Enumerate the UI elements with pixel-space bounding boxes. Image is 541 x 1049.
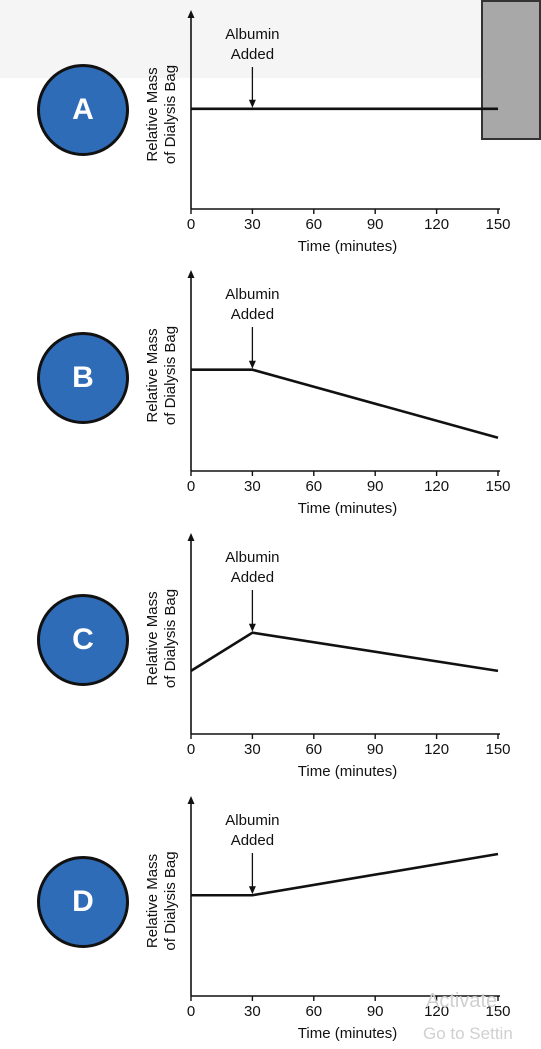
data-line [191, 852, 499, 897]
y-axis-label-line: of Dialysis Bag [162, 65, 179, 164]
x-tick-label: 120 [424, 478, 449, 495]
y-axis-label-line: Relative Mass [144, 67, 161, 161]
chart-panel-d: 0 30 60 90 120 150 Time (minutes) Relative Mass… [144, 796, 511, 1042]
y-axis-label: Relative Massof Dialysis Bag [144, 65, 179, 164]
x-tick-label: 150 [485, 741, 510, 758]
x-tick-label: 0 [187, 478, 195, 495]
y-axis-label-line: of Dialysis Bag [162, 851, 179, 950]
x-tick-label: 30 [244, 216, 261, 233]
x-tick-label: 60 [305, 216, 322, 233]
y-axis-label-line: Relative Mass [144, 328, 161, 422]
annotation-arrowhead [248, 99, 256, 108]
x-axis-label: Time (minutes) [298, 238, 397, 255]
x-tick-label: 150 [485, 478, 510, 495]
annotation-text: Albumin [225, 812, 279, 829]
x-tick-label: 0 [187, 741, 195, 758]
y-axis-label-line: Relative Mass [144, 854, 161, 948]
panel-badge-d: D [37, 856, 129, 948]
x-tick-label: 60 [305, 741, 322, 758]
annotation-text: Albumin [225, 549, 279, 566]
chart-panel-c: 0 30 60 90 120 150 Time (minutes) Relative Mass… [144, 533, 511, 780]
x-axis-label: Time (minutes) [298, 763, 397, 780]
panel-badge-c: C [37, 594, 129, 686]
x-tick-label: 90 [367, 216, 384, 233]
annotation-text: Albumin [225, 26, 279, 43]
x-tick-label: 60 [305, 478, 322, 495]
x-tick-label: 30 [244, 1003, 261, 1020]
grey-box-graphic [481, 0, 541, 140]
chart-panel-a: 0 30 60 90 120 150 Time (minutes) Relative Mass… [144, 10, 511, 255]
x-tick-label: 0 [187, 1003, 195, 1020]
panel-badge-b: B [37, 332, 129, 424]
x-tick-label: 0 [187, 216, 195, 233]
annotation-text: Added [231, 46, 274, 63]
annotation-text: Added [231, 306, 274, 323]
y-axis-arrow [187, 270, 195, 278]
watermark-line-2: Go to Settin [423, 1024, 513, 1043]
annotation-arrowhead [248, 360, 256, 369]
y-axis-label: Relative Massof Dialysis Bag [144, 851, 179, 950]
x-axis-label: Time (minutes) [298, 500, 397, 517]
x-tick-label: 120 [424, 741, 449, 758]
y-axis-arrow [187, 796, 195, 804]
x-tick-label: 150 [485, 1003, 510, 1020]
x-tick-label: 120 [424, 1003, 449, 1020]
annotation-arrowhead [248, 623, 256, 632]
y-axis-label-line: of Dialysis Bag [162, 326, 179, 425]
annotation-arrowhead [248, 886, 256, 895]
annotation-text: Added [231, 569, 274, 586]
x-axis-label: Time (minutes) [298, 1025, 397, 1042]
x-tick-label: 90 [367, 1003, 384, 1020]
y-axis-label: Relative Massof Dialysis Bag [144, 589, 179, 688]
x-tick-label: 90 [367, 478, 384, 495]
x-tick-label: 60 [305, 1003, 322, 1020]
y-axis-arrow [187, 533, 195, 541]
y-axis-arrow [187, 10, 195, 18]
annotation-text: Albumin [225, 286, 279, 303]
x-tick-label: 150 [485, 216, 510, 233]
watermark-line-1: Activate [426, 990, 498, 1012]
x-tick-label: 30 [244, 478, 261, 495]
data-line [191, 368, 499, 440]
panel-badge-a: A [37, 64, 129, 156]
annotation-text: Added [231, 832, 274, 849]
x-tick-label: 90 [367, 741, 384, 758]
x-tick-label: 120 [424, 216, 449, 233]
chart-panel-b: 0 30 60 90 120 150 Time (minutes) Relative Mass… [144, 270, 511, 517]
data-line [190, 631, 499, 673]
y-axis-label: Relative Massof Dialysis Bag [144, 326, 179, 425]
y-axis-label-line: of Dialysis Bag [162, 589, 179, 688]
y-axis-label-line: Relative Mass [144, 591, 161, 685]
x-tick-label: 30 [244, 741, 261, 758]
